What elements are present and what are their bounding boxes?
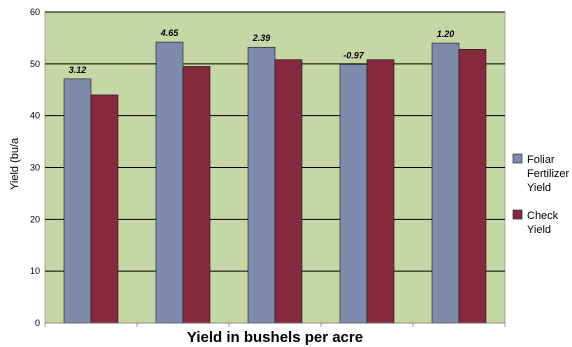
legend-label: Yield xyxy=(527,224,551,236)
legend-swatch xyxy=(512,153,523,164)
data-labels: 3.12 4.65 2.39 -0.97 1.20 xyxy=(69,28,455,75)
bar-foliar-fertilizer xyxy=(155,41,184,324)
legend: Foliar Fertilizer Yield Check Yield xyxy=(512,153,570,236)
y-tick-label: 20 xyxy=(30,214,40,224)
y-tick-label: 0 xyxy=(35,318,40,328)
bar-foliar-fertilizer xyxy=(63,78,92,324)
data-label: 3.12 xyxy=(69,65,87,75)
data-label: 2.39 xyxy=(252,33,271,43)
y-tick-label: 60 xyxy=(30,7,40,17)
x-tick-marks xyxy=(44,323,506,327)
legend-label: Check xyxy=(527,210,559,222)
bars xyxy=(63,41,487,324)
x-axis-label: Yield in bushels per acre xyxy=(187,329,363,346)
bar-check xyxy=(274,59,303,324)
y-axis-label: Yield (bu/a xyxy=(9,137,21,190)
y-tick-label: 10 xyxy=(30,266,40,276)
y-tick-label: 50 xyxy=(30,59,40,69)
y-tick-labels: 0 10 20 30 40 50 60 xyxy=(30,7,40,328)
bar-foliar-fertilizer xyxy=(247,46,276,324)
data-label: -0.97 xyxy=(343,50,365,60)
legend-label: Fertilizer xyxy=(527,168,570,180)
y-tick-label: 30 xyxy=(30,163,40,173)
bar-check xyxy=(90,94,119,324)
bar-check xyxy=(182,66,211,324)
y-tick-label: 40 xyxy=(30,111,40,121)
data-label: 1.20 xyxy=(437,29,455,39)
bar-check xyxy=(366,59,395,324)
legend-label: Yield xyxy=(527,182,551,194)
legend-swatch xyxy=(512,209,523,220)
bar-foliar-fertilizer xyxy=(339,64,368,324)
legend-label: Foliar xyxy=(527,154,555,166)
bar-foliar-fertilizer xyxy=(431,42,460,324)
bar-check xyxy=(458,49,487,324)
data-label: 4.65 xyxy=(160,28,180,38)
